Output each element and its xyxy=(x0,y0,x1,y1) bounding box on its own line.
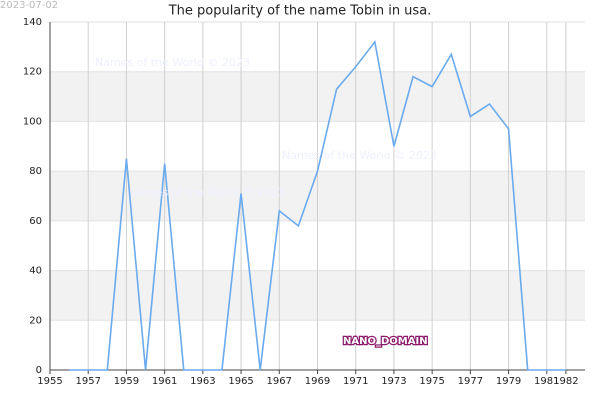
brand-label: NANO_DOMAIN xyxy=(343,336,428,347)
x-tick-label: 1967 xyxy=(267,376,292,387)
x-tick-label: 1971 xyxy=(343,376,368,387)
x-tick-label: 1975 xyxy=(419,376,444,387)
x-tick-label: 1982 xyxy=(553,376,578,387)
y-tick-label: 60 xyxy=(29,216,42,227)
x-tick-label: 1965 xyxy=(228,376,253,387)
x-tick-label: 1955 xyxy=(37,376,62,387)
y-tick-label: 20 xyxy=(29,315,42,326)
x-tick-label: 1963 xyxy=(190,376,215,387)
x-tick-label: 1981 xyxy=(534,376,559,387)
x-tick-label: 1977 xyxy=(458,376,483,387)
watermark: Names of the World © 2023 xyxy=(130,186,285,199)
plot-area: 0 20 40 60 80 100 120 140 1955 1957 1959 1961 1963 19… xyxy=(23,17,585,387)
y-tick-label: 140 xyxy=(23,17,42,28)
watermark: Names of the World © 2023 xyxy=(282,149,437,162)
watermark: Names of the World © 2023 xyxy=(95,56,250,69)
y-tick-label: 120 xyxy=(23,67,42,78)
x-tick-label: 1969 xyxy=(305,376,330,387)
x-tick-label: 1957 xyxy=(75,376,100,387)
x-tick-label: 1961 xyxy=(152,376,177,387)
x-tick-label: 1973 xyxy=(381,376,406,387)
series-line xyxy=(69,39,566,371)
y-tick-label: 80 xyxy=(29,166,42,177)
chart-title: The popularity of the name Tobin in usa. xyxy=(168,4,432,19)
y-tick-label: 40 xyxy=(29,266,42,277)
date-stamp: 2023-07-02 xyxy=(0,0,58,11)
y-tick-label: 100 xyxy=(23,116,42,127)
y-tick-label: 0 xyxy=(36,365,42,376)
x-tick-label: 1959 xyxy=(114,376,139,387)
x-tick-label: 1979 xyxy=(496,376,521,387)
